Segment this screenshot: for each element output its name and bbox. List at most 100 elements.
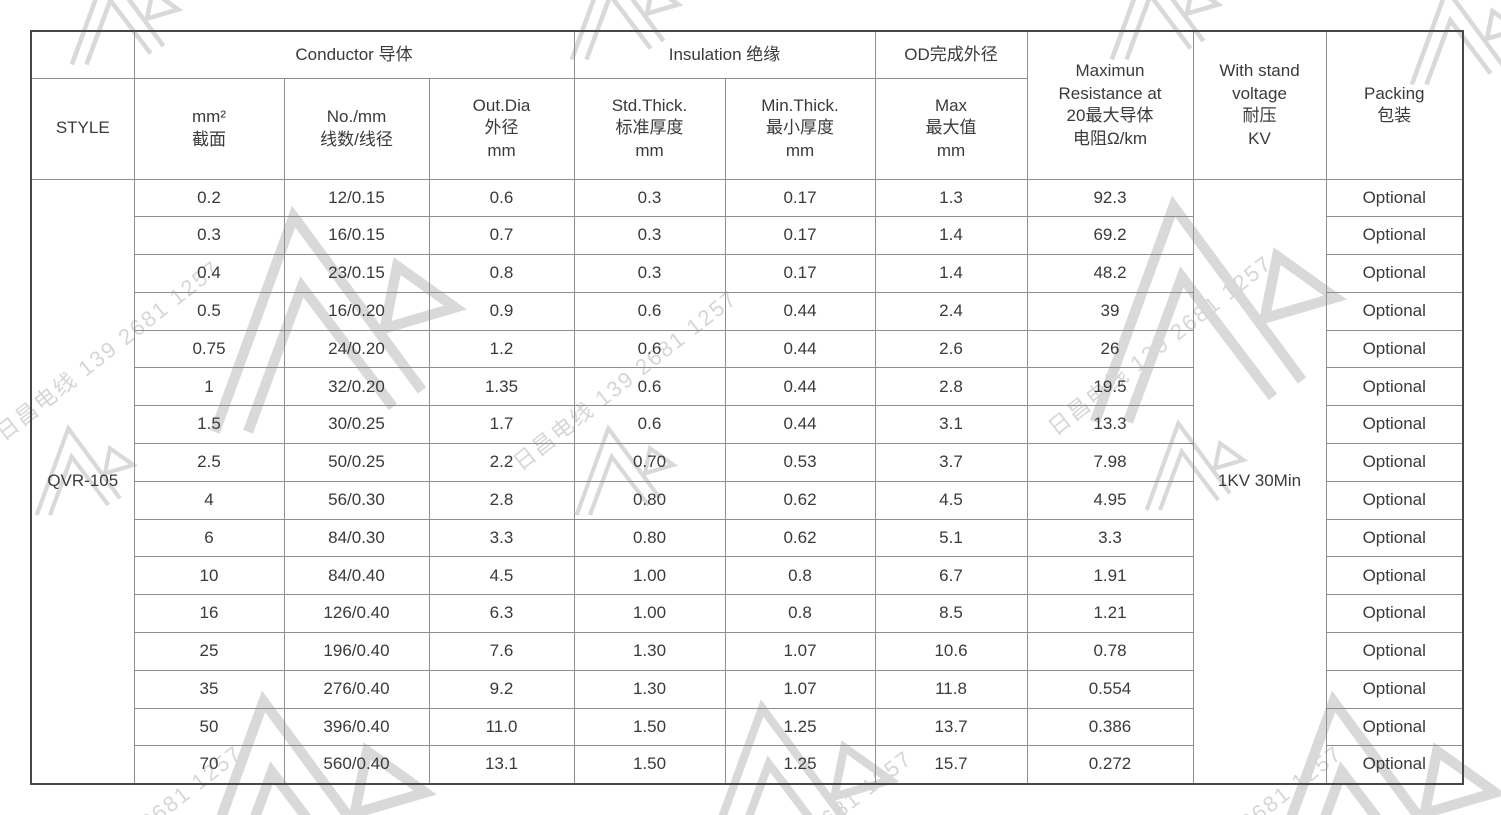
packing-cell: Optional [1325, 367, 1464, 407]
minthick-cell: 1.07 [724, 632, 876, 671]
packing-cell: Optional [1325, 254, 1464, 293]
packing-cell: Optional [1325, 291, 1464, 331]
outdia-column-header: Out.Dia 外径 mm [428, 77, 575, 180]
maxod-cell: 4.5 [874, 480, 1028, 520]
strands-cell: 126/0.40 [283, 594, 430, 634]
maxod-column-header: Max 最大值 mm [874, 77, 1028, 180]
mm2-cell: 6 [133, 518, 285, 558]
packing-cell: Optional [1325, 594, 1464, 634]
minthick-cell: 0.17 [724, 216, 876, 256]
outdia-cell: 1.35 [428, 367, 575, 407]
minthick-column-header: Min.Thick. 最小厚度 mm [724, 77, 876, 180]
resistance-cell: 4.95 [1026, 480, 1194, 520]
resistance-cell: 0.78 [1026, 632, 1194, 671]
stdthick-cell: 1.00 [573, 594, 726, 634]
mm2-cell: 2.5 [133, 443, 285, 482]
mm2-cell: 50 [133, 707, 285, 747]
resistance-cell: 0.386 [1026, 707, 1194, 747]
resistance-cell: 92.3 [1026, 178, 1194, 218]
outdia-cell: 0.8 [428, 254, 575, 293]
resistance-cell: 1.91 [1026, 556, 1194, 596]
resistance-cell: 0.554 [1026, 669, 1194, 709]
maxod-cell: 11.8 [874, 669, 1028, 709]
strands-cell: 24/0.20 [283, 329, 430, 369]
withstand-column-header: With stand voltage 耐压 KV [1192, 30, 1327, 180]
sub-header-row: STYLE mm² 截面 No./mm 线数/线径 Out.Dia 外径 mm … [30, 77, 1463, 180]
packing-cell: Optional [1325, 480, 1464, 520]
resistance-cell: 39 [1026, 291, 1194, 331]
minthick-cell: 1.25 [724, 707, 876, 747]
outdia-cell: 1.2 [428, 329, 575, 369]
strands-cell: 56/0.30 [283, 480, 430, 520]
table-row: 16 126/0.40 6.3 1.00 0.8 8.5 1.21 Option… [31, 594, 1464, 634]
maxod-cell: 15.7 [874, 745, 1028, 785]
stdthick-cell: 0.80 [573, 480, 726, 520]
mm2-cell: 70 [133, 745, 285, 785]
od-group-header: OD完成外径 [874, 30, 1028, 79]
minthick-cell: 0.44 [724, 367, 876, 407]
stdthick-cell: 0.3 [573, 254, 726, 293]
group-header-row: Conductor 导体 Insulation 绝缘 OD完成外径 Maximu… [30, 30, 1464, 180]
strands-cell: 12/0.15 [283, 178, 430, 218]
stdthick-cell: 0.3 [573, 216, 726, 256]
strands-cell: 84/0.40 [283, 556, 430, 596]
resistance-cell: 26 [1026, 329, 1194, 369]
packing-cell: Optional [1325, 329, 1464, 369]
style-value-cell: QVR-105 [30, 178, 135, 785]
table-row: QVR-105 0.2 12/0.15 0.6 0.3 0.17 1.3 92.… [30, 178, 1464, 785]
outdia-cell: 11.0 [428, 707, 575, 747]
packing-cell: Optional [1325, 707, 1464, 747]
mm2-cell: 1 [133, 367, 285, 407]
outdia-cell: 1.7 [428, 405, 575, 445]
mm2-cell: 0.75 [133, 329, 285, 369]
strands-cell: 196/0.40 [283, 632, 430, 671]
packing-column-header: Packing 包装 [1325, 30, 1464, 180]
outdia-cell: 4.5 [428, 556, 575, 596]
maxod-cell: 1.4 [874, 216, 1028, 256]
mm2-cell: 25 [133, 632, 285, 671]
maxod-cell: 3.1 [874, 405, 1028, 445]
maxod-cell: 2.8 [874, 367, 1028, 407]
strands-cell: 50/0.25 [283, 443, 430, 482]
mm2-cell: 0.4 [133, 254, 285, 293]
conductor-group-header: Conductor 导体 [133, 30, 575, 79]
outdia-cell: 3.3 [428, 518, 575, 558]
stdthick-cell: 0.6 [573, 291, 726, 331]
strands-cell: 16/0.20 [283, 291, 430, 331]
corner-cell [30, 30, 135, 79]
mm2-cell: 16 [133, 594, 285, 634]
maxod-cell: 10.6 [874, 632, 1028, 671]
maxod-cell: 13.7 [874, 707, 1028, 747]
table-row: 25 196/0.40 7.6 1.30 1.07 10.6 0.78 Opti… [31, 632, 1464, 671]
mm2-cell: 1.5 [133, 405, 285, 445]
strands-cell: 30/0.25 [283, 405, 430, 445]
strands-cell: 16/0.15 [283, 216, 430, 256]
resistance-cell: 7.98 [1026, 443, 1194, 482]
mm2-cell: 35 [133, 669, 285, 709]
packing-cell: Optional [1325, 556, 1464, 596]
maxod-cell: 2.6 [874, 329, 1028, 369]
stdthick-cell: 0.6 [573, 405, 726, 445]
strands-cell: 560/0.40 [283, 745, 430, 785]
table-row: 6 84/0.30 3.3 0.80 0.62 5.1 3.3 Optional [31, 518, 1464, 558]
packing-cell: Optional [1325, 216, 1464, 256]
packing-cell: Optional [1325, 632, 1464, 671]
maxod-cell: 1.4 [874, 254, 1028, 293]
stdthick-cell: 1.50 [573, 745, 726, 785]
maxod-cell: 8.5 [874, 594, 1028, 634]
resistance-cell: 1.21 [1026, 594, 1194, 634]
outdia-cell: 2.2 [428, 443, 575, 482]
spec-table: Conductor 导体 Insulation 绝缘 OD完成外径 Maximu… [30, 30, 1464, 785]
outdia-cell: 0.9 [428, 291, 575, 331]
strands-cell: 84/0.30 [283, 518, 430, 558]
minthick-cell: 1.07 [724, 669, 876, 709]
outdia-cell: 0.6 [428, 178, 575, 218]
minthick-cell: 0.53 [724, 443, 876, 482]
minthick-cell: 1.25 [724, 745, 876, 785]
stdthick-cell: 1.30 [573, 669, 726, 709]
resistance-cell: 3.3 [1026, 518, 1194, 558]
minthick-cell: 0.17 [724, 254, 876, 293]
minthick-cell: 0.8 [724, 556, 876, 596]
minthick-cell: 0.17 [724, 178, 876, 218]
